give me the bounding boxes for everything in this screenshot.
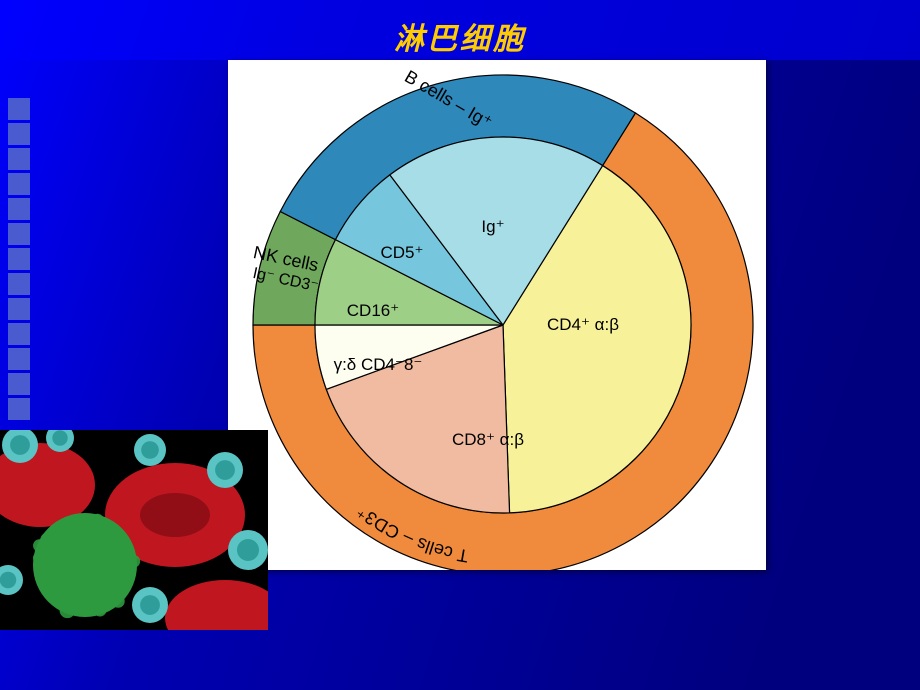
- decoration-square: [8, 123, 30, 145]
- pie-chart-svg: CD4⁺ α:βCD8⁺ α:βγ:δ CD4⁻8⁻CD16⁺CD5⁺Ig⁺T …: [228, 60, 766, 570]
- label-ig-plus: Ig⁺: [481, 217, 504, 236]
- decoration-square: [8, 223, 30, 245]
- decoration-square: [8, 323, 30, 345]
- decoration-square: [8, 248, 30, 270]
- decoration-square: [8, 273, 30, 295]
- decoration-square: [8, 348, 30, 370]
- decoration-square: [8, 398, 30, 420]
- lymphocyte-pie-chart: CD4⁺ α:βCD8⁺ α:βγ:δ CD4⁻8⁻CD16⁺CD5⁺Ig⁺T …: [228, 60, 766, 570]
- label-gd-cd4-8-: γ:δ CD4⁻8⁻: [334, 355, 423, 374]
- label-cd4-ab: CD4⁺ α:β: [547, 315, 619, 334]
- photo-svg: [0, 430, 268, 630]
- decoration-square: [8, 98, 30, 120]
- slide-root: 淋巴细胞 CD4⁺ α:β CD8⁺ α:β γ:δ CD4⁻8⁻ CD16⁺ CD5⁺…: [0, 0, 920, 690]
- red-cell-dimple: [140, 493, 210, 537]
- decoration-square: [8, 148, 30, 170]
- decoration-square: [8, 373, 30, 395]
- label-cd8-ab: CD8⁺ α:β: [452, 430, 524, 449]
- decoration-square: [8, 173, 30, 195]
- label-cd16: CD16⁺: [347, 301, 399, 320]
- sidebar-decoration: [0, 95, 36, 423]
- label-cd5: CD5⁺: [381, 243, 424, 262]
- blood-cell-photo: [0, 430, 268, 630]
- decoration-square: [8, 198, 30, 220]
- decoration-square: [8, 298, 30, 320]
- slide-title: 淋巴细胞: [0, 14, 920, 58]
